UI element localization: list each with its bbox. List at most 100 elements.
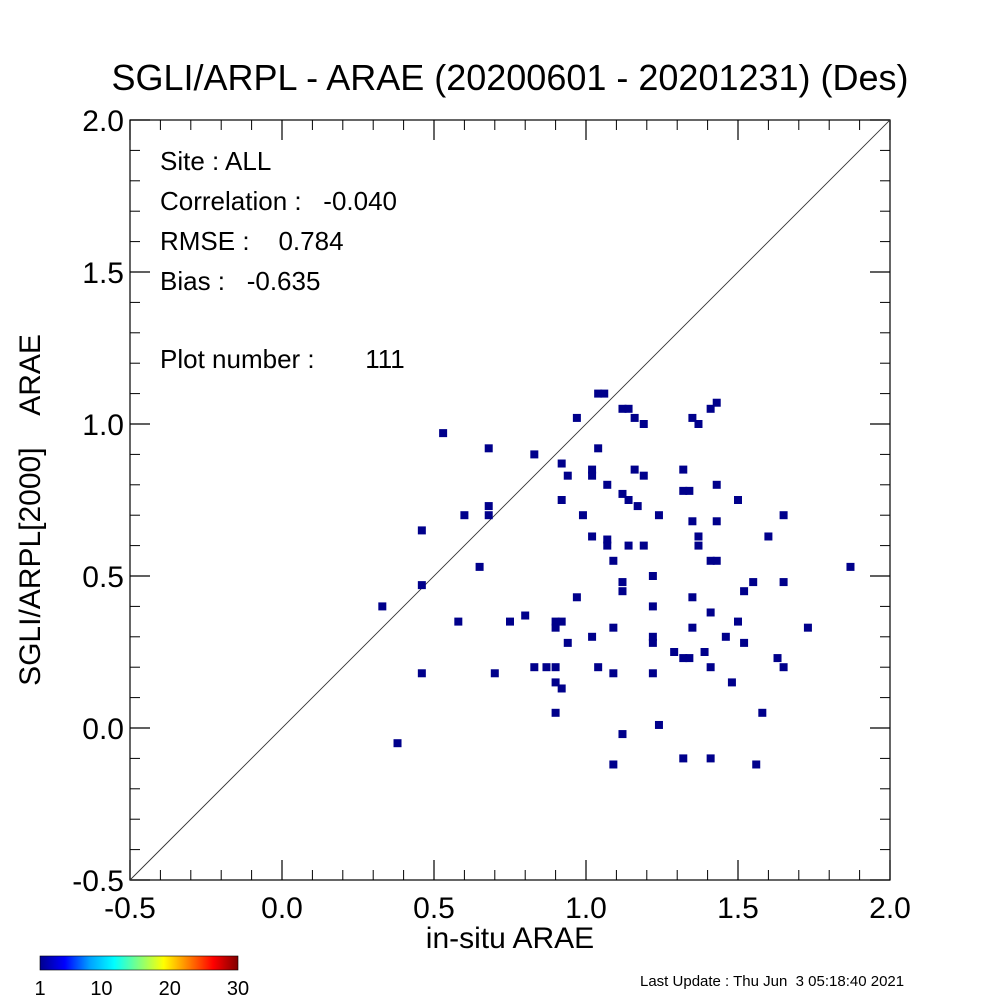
data-point (378, 602, 387, 611)
stat-bias: Bias : -0.635 (160, 266, 320, 296)
data-point (551, 663, 560, 672)
data-point (603, 541, 612, 550)
data-point (484, 444, 493, 453)
data-point (572, 593, 581, 602)
y-tick-label: 0.5 (82, 561, 124, 594)
data-point (618, 578, 627, 587)
stat-plot-number: Plot number : 111 (160, 344, 405, 374)
data-point (618, 489, 627, 498)
data-point (484, 511, 493, 520)
data-point (648, 669, 657, 678)
data-point (740, 638, 749, 647)
stat-rmse: RMSE : 0.784 (160, 226, 344, 256)
data-point (609, 669, 618, 678)
data-point (688, 413, 697, 422)
data-point (594, 444, 603, 453)
data-point (721, 632, 730, 641)
data-point (740, 587, 749, 596)
data-point (706, 404, 715, 413)
data-point (679, 754, 688, 763)
data-point (694, 541, 703, 550)
data-point (764, 532, 773, 541)
data-point (688, 623, 697, 632)
data-point (557, 496, 566, 504)
data-point (588, 532, 597, 541)
data-point (557, 617, 566, 626)
data-point (648, 602, 657, 611)
data-point (654, 511, 663, 520)
y-tick-label: 2.0 (82, 105, 124, 138)
data-point (551, 708, 560, 717)
data-point (670, 648, 679, 656)
data-point (639, 471, 648, 480)
data-point (594, 389, 603, 398)
data-point (563, 471, 572, 480)
data-point (439, 429, 448, 438)
data-point (639, 541, 648, 550)
data-point (490, 669, 499, 678)
data-point (706, 608, 715, 617)
data-point (454, 617, 463, 626)
data-point (727, 678, 736, 687)
data-point (484, 502, 493, 511)
x-tick-label: 0.0 (261, 892, 303, 925)
data-point (551, 678, 560, 687)
y-tick-labels: -0.5 0.0 0.5 1.0 1.5 2.0 (72, 105, 124, 898)
data-point (688, 517, 697, 526)
data-point (563, 638, 572, 647)
x-tick-label: 0.5 (413, 892, 455, 925)
data-point (630, 465, 639, 474)
data-point (475, 562, 484, 571)
x-tick-label: 1.0 (565, 892, 607, 925)
data-point (542, 663, 551, 672)
colorbar-tick-label: 30 (227, 978, 249, 1000)
data-point (749, 578, 758, 587)
data-point (530, 663, 539, 672)
chart-title: SGLI/ARPL - ARAE (20200601 - 20201231) (… (111, 57, 908, 98)
data-point (557, 459, 566, 468)
major-ticks (129, 119, 891, 881)
y-tick-label: -0.5 (72, 865, 124, 898)
data-point (712, 480, 721, 489)
data-point (630, 413, 639, 422)
data-point (685, 654, 694, 663)
x-tick-label: -0.5 (104, 892, 156, 925)
data-point (688, 593, 697, 602)
data-point (648, 632, 657, 641)
colorbar-tick-label: 1 (34, 978, 45, 1000)
data-point (734, 617, 742, 626)
data-point (618, 404, 627, 413)
data-point (752, 760, 761, 769)
data-point (551, 623, 560, 632)
data-point (694, 420, 703, 428)
data-point (578, 511, 587, 520)
data-point (712, 556, 721, 565)
data-point (588, 471, 597, 480)
colorbar (39, 955, 239, 971)
data-point (588, 632, 597, 641)
data-point (506, 617, 514, 626)
data-point (460, 511, 469, 520)
data-point (700, 648, 709, 656)
data-points (378, 389, 855, 769)
data-point (557, 684, 566, 693)
data-point (779, 578, 788, 587)
data-point (694, 532, 703, 541)
data-point (712, 517, 721, 526)
data-point (624, 541, 633, 550)
data-point (609, 556, 618, 565)
data-point (624, 496, 633, 504)
data-point (588, 465, 597, 474)
data-point (624, 404, 633, 413)
data-point (393, 739, 402, 748)
data-point (648, 638, 657, 647)
data-point (609, 623, 618, 632)
data-point (639, 420, 648, 428)
y-tick-label: 1.5 (82, 257, 124, 290)
data-point (572, 413, 581, 422)
y-tick-label: 0.0 (82, 713, 124, 746)
plot-frame (129, 119, 891, 881)
data-point (618, 730, 627, 739)
data-point (679, 654, 688, 663)
